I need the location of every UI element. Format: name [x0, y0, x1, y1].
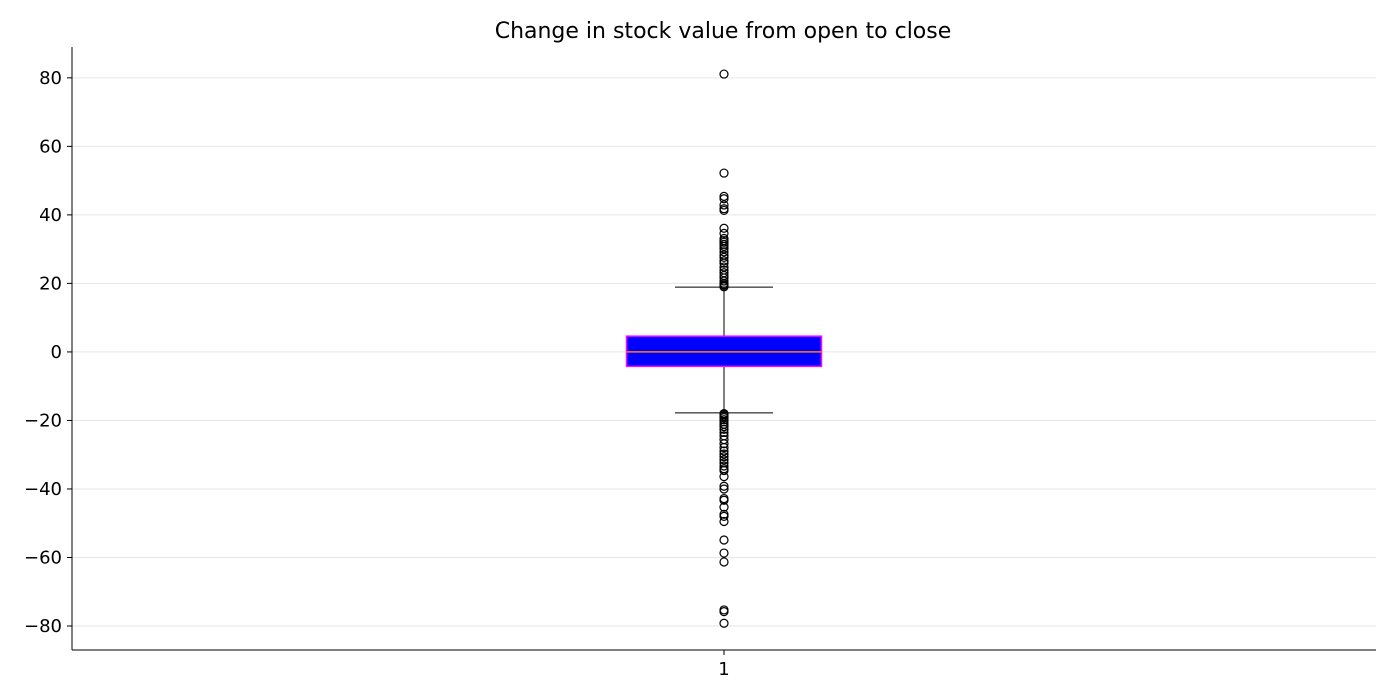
- outlier-point: [719, 502, 729, 512]
- outlier-point: [719, 205, 729, 216]
- y-tick-label: −60: [24, 547, 62, 568]
- y-tick-label: −20: [24, 410, 62, 431]
- outlier-point: [719, 252, 729, 262]
- x-axis-ticks: 1: [718, 650, 730, 680]
- outlier-point: [719, 461, 729, 471]
- outlier-point: [719, 422, 729, 432]
- chart-title: Change in stock value from open to close: [495, 19, 952, 44]
- outlier-point: [719, 282, 729, 292]
- y-tick-label: 20: [39, 273, 62, 294]
- y-tick-label: 0: [51, 342, 62, 363]
- outlier-point: [719, 465, 729, 476]
- outlier-point: [719, 548, 729, 558]
- y-tick-label: 40: [39, 205, 62, 226]
- outlier-point: [719, 516, 729, 527]
- outlier-point: [719, 194, 729, 204]
- outlier-point: [719, 449, 729, 459]
- outlier-point: [719, 69, 729, 79]
- outlier-point: [719, 607, 729, 617]
- outlier-point: [719, 511, 729, 521]
- outlier-point: [719, 247, 729, 257]
- outlier-point: [719, 276, 729, 286]
- outlier-point: [719, 495, 729, 505]
- outlier-point: [719, 452, 729, 462]
- outlier-point: [719, 223, 729, 233]
- outlier-point: [719, 557, 729, 567]
- y-tick-label: −80: [24, 616, 62, 637]
- y-tick-label: 80: [39, 68, 62, 89]
- outlier-point: [719, 424, 729, 434]
- y-axis-ticks: −80 −60 −40 −20 0 20 40 60 80: [24, 68, 72, 637]
- outlier-point: [719, 472, 729, 482]
- outlier-point: [719, 228, 729, 238]
- outlier-point: [719, 256, 729, 266]
- outlier-point: [719, 200, 729, 210]
- y-tick-label: −40: [24, 479, 62, 500]
- outlier-point: [719, 442, 729, 453]
- outlier-point: [719, 427, 729, 438]
- outlier-point: [719, 446, 729, 456]
- outlier-point: [719, 455, 729, 465]
- outlier-point: [719, 618, 729, 628]
- outlier-point: [719, 481, 729, 491]
- x-tick-label: 1: [718, 659, 729, 680]
- outlier-point: [719, 168, 729, 178]
- outliers: [719, 69, 729, 628]
- outlier-point: [719, 535, 729, 545]
- outlier-point: [719, 439, 729, 449]
- y-tick-label: 60: [39, 136, 62, 157]
- outlier-point: [719, 484, 729, 494]
- outlier-point: [719, 258, 729, 268]
- box-group: [625, 286, 823, 414]
